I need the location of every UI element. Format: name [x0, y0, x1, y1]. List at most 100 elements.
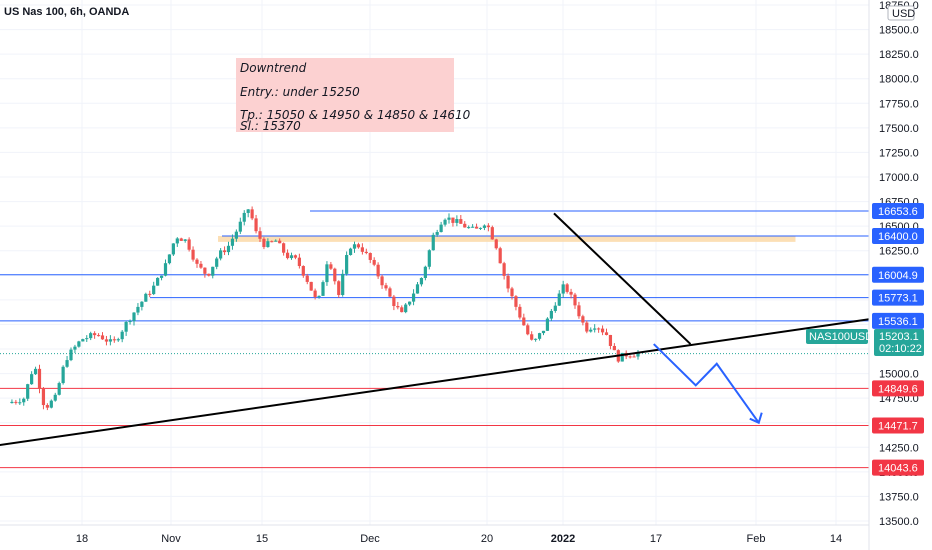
- candle-body: [345, 255, 349, 274]
- candle-body: [250, 209, 254, 219]
- price-tick-label: 18250.0: [879, 49, 919, 61]
- candle-body: [360, 247, 364, 252]
- candle-body: [514, 296, 518, 307]
- candle-body: [270, 241, 274, 243]
- trendline: [553, 212, 692, 345]
- candle-body: [490, 227, 494, 240]
- candle-body: [443, 219, 447, 225]
- candle-body: [482, 225, 487, 228]
- candle-body: [549, 310, 553, 319]
- candle-body: [266, 241, 270, 248]
- candle-body: [561, 284, 565, 294]
- level-label: 14471.7: [878, 420, 918, 432]
- resistance-zone: [218, 235, 796, 242]
- candle-body: [167, 254, 172, 264]
- candle-body: [234, 231, 238, 239]
- candle-body: [612, 345, 616, 351]
- candle-body: [400, 307, 404, 313]
- candle-body: [447, 217, 451, 220]
- candle-body: [226, 245, 231, 253]
- candle-body: [195, 259, 199, 264]
- note-background: [236, 58, 454, 132]
- currency-badge[interactable]: USD: [887, 5, 915, 21]
- candle-body: [502, 263, 506, 276]
- candle-body: [219, 250, 223, 259]
- candle-body: [140, 301, 144, 307]
- candle-body: [305, 275, 309, 282]
- candle-body: [45, 405, 49, 408]
- level-label-background: [872, 203, 924, 220]
- candle-body: [337, 281, 341, 295]
- candle-body: [372, 259, 376, 265]
- level-label: 14043.6: [878, 463, 918, 475]
- level-labels: 16653.6 16400.0 16004.9 15773.1 15536.1 14849…: [872, 203, 924, 476]
- candle-body: [608, 334, 613, 346]
- price-tick-label: 17000.0: [879, 172, 919, 184]
- candle-body: [408, 301, 412, 305]
- level-label: 15536.1: [878, 316, 918, 328]
- candle-body: [526, 325, 530, 335]
- candle-body: [474, 226, 479, 229]
- candle-body: [144, 293, 148, 302]
- price-tick-label: 14250.0: [879, 442, 919, 454]
- level-label-background: [872, 380, 924, 397]
- candle-body: [577, 305, 581, 317]
- candle-body: [301, 266, 305, 276]
- candle-body: [404, 304, 408, 313]
- time-tick-label: 2022: [551, 533, 575, 545]
- candle-body: [313, 290, 317, 297]
- level-label: 16004.9: [878, 270, 918, 282]
- time-tick-label: Feb: [747, 533, 766, 545]
- candle-body: [49, 400, 53, 408]
- candle-body: [411, 293, 416, 302]
- candle-body: [293, 255, 298, 258]
- candle-body: [329, 264, 333, 269]
- candle-body: [463, 223, 467, 228]
- candle-body: [211, 266, 215, 276]
- level-label: 16400.0: [878, 231, 918, 243]
- candle-body: [530, 334, 534, 340]
- candle-body: [317, 295, 321, 297]
- time-tick-label: 17: [650, 533, 662, 545]
- candle-body: [467, 227, 471, 229]
- candle-body: [356, 244, 361, 248]
- symbol-badge: NAS100USD 15203.1 02:10:22: [806, 329, 924, 356]
- candle-body: [348, 248, 353, 256]
- symbol-name: NAS100USD: [809, 331, 873, 343]
- candle-body: [96, 335, 101, 337]
- candle-body: [187, 239, 191, 250]
- candle-body: [435, 232, 439, 235]
- candle-body: [380, 276, 384, 286]
- symbol-countdown: 02:10:22: [879, 343, 922, 355]
- time-tick-label: 15: [256, 533, 268, 545]
- candle-body: [431, 234, 435, 251]
- candle-body: [494, 239, 498, 249]
- price-tick-label: 18000.0: [879, 74, 919, 86]
- candle-body: [321, 282, 325, 296]
- candle-body: [597, 328, 601, 330]
- projection-arrowhead: [749, 412, 763, 425]
- time-tick-label: 20: [481, 533, 493, 545]
- candle-body: [41, 388, 46, 406]
- price-tick-label: 13750.0: [879, 491, 919, 503]
- candle-body: [565, 284, 569, 292]
- candle-body: [569, 291, 573, 295]
- candle-body: [593, 328, 597, 330]
- candle-body: [136, 306, 140, 313]
- candle-body: [510, 288, 514, 297]
- candle-body: [132, 312, 136, 322]
- candle-body: [61, 366, 65, 384]
- time-tick-label: Nov: [161, 533, 181, 545]
- candle-body: [10, 401, 14, 404]
- symbol-name-background: [806, 329, 868, 344]
- candle-body: [199, 263, 203, 268]
- candle-body: [297, 257, 301, 267]
- candle-body: [423, 266, 427, 278]
- candle-body: [364, 251, 368, 254]
- candle-body: [620, 352, 624, 362]
- candle-body: [207, 273, 211, 276]
- price-tick-label: 17250.0: [879, 147, 919, 159]
- candle-body: [341, 273, 345, 295]
- candle-body: [108, 339, 112, 342]
